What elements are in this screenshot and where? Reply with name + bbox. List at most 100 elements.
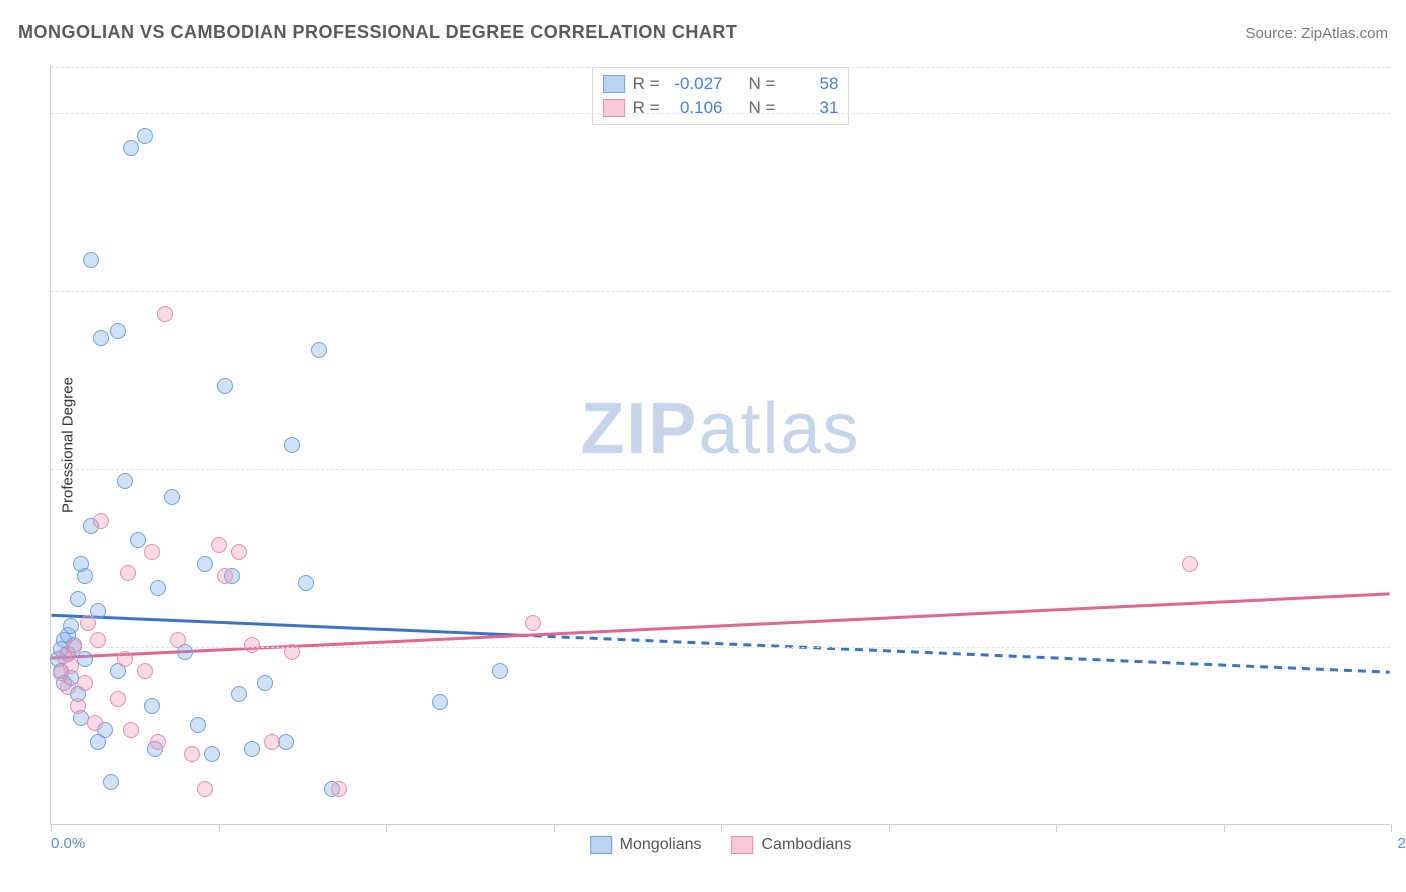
- data-point: [144, 544, 160, 560]
- data-point: [298, 575, 314, 591]
- legend-swatch: [590, 836, 612, 854]
- data-point: [77, 568, 93, 584]
- grid-line: [51, 291, 1390, 292]
- data-point: [70, 591, 86, 607]
- data-point: [164, 489, 180, 505]
- data-point: [110, 323, 126, 339]
- data-point: [60, 679, 76, 695]
- x-tick: [1391, 824, 1392, 832]
- data-point: [120, 565, 136, 581]
- data-point: [93, 513, 109, 529]
- data-point: [244, 741, 260, 757]
- data-point: [137, 663, 153, 679]
- x-tick: [889, 824, 890, 832]
- data-point: [525, 615, 541, 631]
- data-point: [217, 568, 233, 584]
- data-point: [432, 694, 448, 710]
- data-point: [204, 746, 220, 762]
- regression-line: [520, 635, 1390, 672]
- data-point: [83, 252, 99, 268]
- scatter-plot: ZIPatlas R =-0.027N =58R =0.106N =31 0.0…: [50, 65, 1390, 825]
- stats-legend: R = -0.027 N = 58 R = 0.106 N = 31: [592, 67, 850, 125]
- data-point: [197, 556, 213, 572]
- data-point: [264, 734, 280, 750]
- data-point: [211, 537, 227, 553]
- y-tick-label: 22.5%: [1395, 282, 1406, 299]
- data-point: [331, 781, 347, 797]
- watermark-suffix: atlas: [698, 389, 860, 469]
- data-point: [110, 691, 126, 707]
- data-point: [257, 675, 273, 691]
- data-point: [77, 675, 93, 691]
- legend-item: Cambodians: [732, 836, 852, 854]
- data-point: [217, 378, 233, 394]
- data-point: [1182, 556, 1198, 572]
- header: MONGOLIAN VS CAMBODIAN PROFESSIONAL DEGR…: [18, 22, 1388, 43]
- y-tick-label: 7.5%: [1395, 638, 1406, 655]
- grid-line: [51, 113, 1390, 114]
- data-point: [190, 717, 206, 733]
- data-point: [103, 774, 119, 790]
- x-tick: [219, 824, 220, 832]
- watermark-prefix: ZIP: [580, 389, 698, 469]
- data-point: [284, 644, 300, 660]
- r-label: R =: [633, 98, 660, 118]
- data-point: [137, 128, 153, 144]
- data-point: [311, 342, 327, 358]
- r-value: 0.106: [668, 98, 723, 118]
- grid-line: [51, 469, 1390, 470]
- source-label: Source: ZipAtlas.com: [1245, 25, 1388, 42]
- legend-item: Mongolians: [590, 836, 702, 854]
- x-tick: [721, 824, 722, 832]
- data-point: [123, 722, 139, 738]
- data-point: [197, 781, 213, 797]
- data-point: [63, 658, 79, 674]
- n-value: 58: [783, 74, 838, 94]
- data-point: [117, 473, 133, 489]
- legend-swatch: [732, 836, 754, 854]
- data-point: [117, 651, 133, 667]
- data-point: [90, 632, 106, 648]
- data-point: [87, 715, 103, 731]
- data-point: [66, 639, 82, 655]
- plot-area: Professional Degree ZIPatlas R =-0.027N …: [50, 65, 1390, 825]
- data-point: [93, 330, 109, 346]
- legend-swatch: [603, 99, 625, 117]
- grid-line: [51, 67, 1390, 68]
- legend-label: Cambodians: [762, 836, 852, 854]
- data-point: [80, 615, 96, 631]
- x-tick: [51, 824, 52, 832]
- data-point: [244, 637, 260, 653]
- r-label: R =: [633, 74, 660, 94]
- data-point: [70, 698, 86, 714]
- data-point: [157, 306, 173, 322]
- x-tick: [386, 824, 387, 832]
- data-point: [123, 140, 139, 156]
- n-label: N =: [749, 74, 776, 94]
- n-label: N =: [749, 98, 776, 118]
- x-tick: [554, 824, 555, 832]
- r-value: -0.027: [668, 74, 723, 94]
- legend-label: Mongolians: [620, 836, 702, 854]
- regression-line: [51, 615, 519, 635]
- data-point: [150, 734, 166, 750]
- data-point: [184, 746, 200, 762]
- chart-title: MONGOLIAN VS CAMBODIAN PROFESSIONAL DEGR…: [18, 22, 737, 43]
- series-legend: Mongolians Cambodians: [590, 836, 852, 854]
- data-point: [492, 663, 508, 679]
- x-tick: [1224, 824, 1225, 832]
- x-tick: [1056, 824, 1057, 832]
- stats-legend-row: R = 0.106 N = 31: [603, 96, 839, 120]
- stats-legend-row: R = -0.027 N = 58: [603, 72, 839, 96]
- n-value: 31: [783, 98, 838, 118]
- x-axis-max-label: 20.0%: [1397, 835, 1406, 852]
- data-point: [284, 437, 300, 453]
- data-point: [130, 532, 146, 548]
- y-tick-label: 15.0%: [1395, 460, 1406, 477]
- data-point: [144, 698, 160, 714]
- x-axis-min-label: 0.0%: [51, 835, 85, 852]
- y-tick-label: 30.0%: [1395, 104, 1406, 121]
- legend-swatch: [603, 75, 625, 93]
- data-point: [150, 580, 166, 596]
- data-point: [231, 686, 247, 702]
